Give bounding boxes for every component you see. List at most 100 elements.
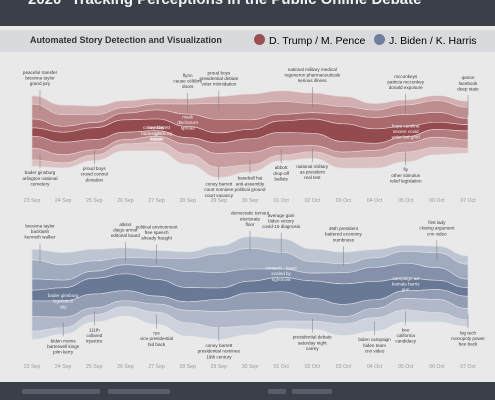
trump-dot-icon: [254, 34, 265, 45]
annotation-label: 45th president: [329, 226, 359, 231]
annotation-label: injustice: [86, 339, 103, 344]
annotation-label: deep state: [457, 86, 479, 91]
annotation-label: crowd control: [81, 172, 108, 177]
annotation-label: kenneth walker: [25, 235, 56, 240]
subtitle-bar: Automated Story Detection and Visualizat…: [0, 30, 495, 52]
footer-text-3: [292, 389, 332, 394]
annotation-label: doors: [182, 84, 194, 89]
annotation-label: numbness: [333, 237, 355, 242]
annotation-label: court nominee: [204, 187, 234, 192]
annotation-label: diego armor: [113, 228, 138, 233]
date-tick-label: 02 Oct: [305, 198, 321, 204]
date-tick-label: 02 Oct: [305, 364, 321, 370]
annotation-label: qanon: [462, 75, 475, 80]
annotation-label: floor: [246, 222, 255, 227]
date-tick-label: 23 Sep: [24, 198, 41, 204]
annotation-label: national military: [296, 164, 329, 169]
annotation-label: abbott: [275, 165, 288, 170]
annotation-label: tuesday: [149, 125, 166, 130]
annotation-label: political environment: [136, 224, 179, 229]
annotation-label: bid back: [148, 342, 166, 347]
annotation-label: biden team: [363, 343, 386, 348]
annotation-label: breonna taylor: [25, 75, 55, 80]
annotation-label: grand jury: [30, 81, 51, 86]
stream-panel-0: 23 Sep 24 Sep 25 Sep 26 Sep 27 Sep 28 Sep 29 S…: [23, 67, 480, 204]
annotation-label: debate: [150, 136, 164, 141]
date-tick-label: 05 Oct: [398, 198, 414, 204]
date-tick-label: 04 Oct: [367, 364, 383, 370]
annotation-label: atkins: [119, 222, 132, 227]
annotation-label: vice presidential: [140, 336, 173, 341]
annotation-label: spread: [181, 126, 195, 131]
annotation-label: disclosure: [177, 120, 198, 125]
annotation-label: cnn video: [365, 348, 385, 353]
annotation-label: saturday night: [298, 340, 328, 345]
date-tick-label: 29 Sep: [211, 198, 228, 204]
annotation-label: consent - leave: [266, 266, 298, 271]
annotation-label: average gain: [268, 213, 295, 218]
annotation-label: closing argument: [419, 226, 455, 231]
date-tick-label: 01 Oct: [273, 364, 289, 370]
annotation-label: patricia mcconkey: [387, 80, 424, 85]
annotation-label: facebook: [459, 81, 478, 86]
title-text: Tracking Perceptions in the Public Onlin…: [71, 0, 421, 8]
date-tick-label: 07 Oct: [460, 364, 476, 370]
date-tick-label: 24 Sep: [55, 198, 72, 204]
annotation-label: 19th century: [206, 354, 232, 359]
annotation-label: hope carolina: [392, 123, 420, 128]
date-tick-label: 30 Sep: [242, 364, 259, 370]
annotation-label: presidential debate: [199, 76, 238, 81]
annotation-label: legislation: [53, 299, 74, 304]
legend-trump: D. Trump / M. Pence: [254, 34, 365, 47]
annotation-label: california: [397, 333, 416, 338]
date-tick-label: 05 Oct: [398, 364, 414, 370]
date-tick-label: 04 Oct: [367, 198, 383, 204]
date-tick-label: 23 Sep: [24, 364, 41, 370]
annotation-label: covid-19 diagnosis: [262, 224, 301, 229]
date-tick-label: 06 Oct: [429, 198, 445, 204]
legend-biden-label: J. Biden / K. Harris: [389, 35, 477, 47]
annotation-label: serious illness: [298, 78, 328, 83]
annotation-label: bee back: [459, 341, 478, 346]
header-bar: 2020 Tracking Perceptions in the Public O…: [0, 0, 495, 26]
annotation-label: democratic turnout: [231, 211, 270, 216]
legend-biden: J. Biden / K. Harris: [374, 34, 477, 47]
annotation-label: presidential nominee: [198, 349, 241, 354]
date-tick-label: 28 Sep: [179, 198, 196, 204]
annotation-label: proud boys: [207, 70, 230, 75]
annotation-label: rye: [153, 331, 160, 336]
annotation-label: electorate: [240, 216, 261, 221]
page-title: 2020 Tracking Perceptions in the Public O…: [28, 0, 421, 8]
annotation-label: collared: [86, 333, 103, 338]
annotation-label: as president: [300, 169, 326, 174]
annotation-label: monopoly power: [451, 336, 485, 341]
footer-logo-icon: [268, 389, 286, 394]
annotation-label: bader ginsburg: [25, 170, 56, 175]
annotation-label: campaign ad: [393, 276, 420, 281]
annotation-label: voter-led grief: [392, 135, 421, 140]
date-tick-label: 01 Oct: [273, 198, 289, 204]
annotation-label: court vacancy: [205, 193, 234, 198]
annotation-label: statue: [150, 136, 163, 141]
annotation-label: flynn: [183, 73, 193, 78]
annotation-label: biden moms: [51, 338, 77, 343]
annotation-label: city: [60, 304, 68, 309]
annotation-label: bader ginsburg: [48, 293, 79, 298]
annotation-label: drop-off: [273, 171, 289, 176]
biden-dot-icon: [374, 34, 385, 45]
annotation-label: coney barrett: [143, 125, 171, 130]
date-tick-label: 29 Sep: [211, 364, 228, 370]
date-tick-label: 25 Sep: [86, 198, 103, 204]
annotation-label: proud boys: [83, 166, 106, 171]
annotation-label: gun: [402, 287, 410, 292]
annotation-label: donald exposure: [389, 85, 423, 90]
date-tick-label: 30 Sep: [242, 198, 259, 204]
annotation-label: already fraught: [141, 236, 172, 241]
title-year: 2020: [28, 0, 61, 8]
date-tick-label: 24 Sep: [55, 364, 72, 370]
annotation-label: first lady: [428, 220, 446, 225]
annotation-label: battered economy: [325, 232, 362, 237]
annotation-label: ballots: [275, 176, 289, 181]
annotation-label: coney barrett: [205, 343, 233, 348]
annotation-label: regeneron pharmaceuticals: [284, 73, 340, 78]
